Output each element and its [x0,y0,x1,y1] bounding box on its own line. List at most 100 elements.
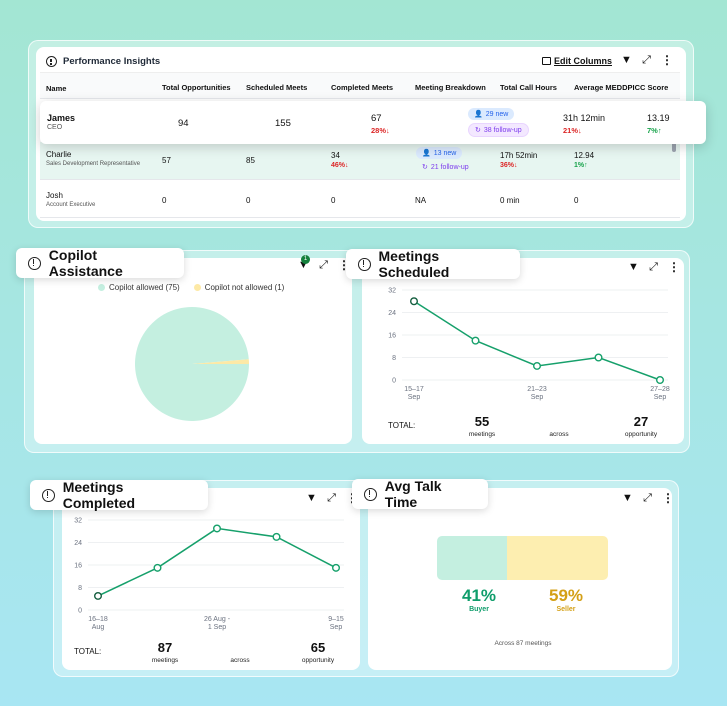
new-meetings-badge[interactable]: 👤 29 new [468,108,515,120]
x-tick-label: 21–23 [527,386,547,393]
y-tick-label: 24 [74,540,82,547]
row-completed: 34 [331,151,340,160]
col-meddpicc-score[interactable]: Average MEDDPICC Score [574,83,669,92]
data-point[interactable] [410,297,419,306]
filter-icon[interactable]: ▼ [621,54,632,66]
x-tick-label: 15–17 [404,386,424,393]
total-opportunities-value: 27 [633,414,649,429]
total-meetings-value: 55 [474,414,490,429]
followup-badge[interactable]: ↻ 38 follow-up [468,123,529,137]
data-point[interactable] [212,524,221,533]
y-tick-label: 32 [74,518,82,525]
row-score-delta: 7%↑ [647,126,662,135]
completed-card: 0 8 16 24 32 16–18 Aug 26 Aug -1 Sep 9–15 Sep TOT… [62,488,360,670]
col-name[interactable]: Name [46,84,67,93]
expand-icon[interactable]: ⤢ [319,259,328,271]
col-scheduled-meets[interactable]: Scheduled Meets [246,83,308,92]
more-options-icon[interactable]: ⋮ [668,260,680,274]
legend-label: Copilot not allowed (1) [204,283,285,292]
col-meeting-breakdown[interactable]: Meeting Breakdown [415,83,486,92]
filter-icon[interactable]: ▼ 1 [298,255,310,271]
expand-icon[interactable]: ⤢ [327,492,336,504]
table-row[interactable] [40,180,680,218]
table-row[interactable] [40,142,680,180]
more-options-icon[interactable]: ⋮ [662,491,674,505]
completed-toolbar: ▼ ⤢ ⋮ [306,492,358,504]
filter-count-badge: 1 [301,255,310,264]
x-tick-label: Sep [330,624,343,631]
total-opportunities-label: opportunity [624,431,658,438]
y-tick-label: 0 [78,608,82,615]
x-tick-label: Sep [654,394,667,401]
edit-columns-button[interactable]: Edit Columns [542,56,612,66]
copilot-toolbar: ▼ 1 ⤢ ⋮ [298,255,350,271]
row-role: Sales Development Representative [46,161,141,167]
completed-title-chip: Meetings Completed [30,479,208,511]
filter-icon[interactable]: ▼ [306,492,317,504]
col-total-call-hours[interactable]: Total Call Hours [500,83,557,92]
total-meetings-value: 87 [157,640,173,655]
row-name[interactable]: Charlie [46,150,72,159]
followup-label: 38 follow-up [483,126,522,134]
pie-slice[interactable] [192,359,249,364]
x-tick-label: 27–28 [650,386,670,393]
expand-icon[interactable]: ⤢ [649,261,658,273]
y-tick-label: 8 [78,585,82,592]
refresh-icon: ↻ [475,127,481,134]
total-meetings-label: meetings [151,657,179,664]
talk-card: 41% Buyer 59% Seller Across 87 meetings [368,488,672,670]
expand-icon[interactable]: ⤢ [643,492,652,504]
copilot-title-chip: Copilot Assistance [16,247,184,279]
buyer-percentage: 41% [461,586,497,605]
legend-item-allowed: Copilot allowed (75) [98,283,180,292]
expand-icon[interactable]: ⤢ [642,54,651,66]
info-icon [42,488,55,502]
data-point[interactable] [153,563,162,572]
data-point[interactable] [471,336,480,345]
table-columns-icon [542,56,551,65]
followup-badge[interactable]: ↻ 21 follow-up [416,161,475,173]
filter-icon[interactable]: ▼ [628,261,639,273]
y-tick-label: 16 [388,333,396,340]
total-label: TOTAL: [74,647,102,656]
row-breakdown: NA [415,196,427,205]
scrollbar-thumb[interactable] [672,142,676,152]
new-meetings-badge[interactable]: 👤 13 new [416,147,463,159]
across-label: across [549,431,569,438]
legend-swatch [98,284,105,291]
performance-header: Performance Insights [46,56,160,67]
total-opportunities-value: 65 [310,640,326,655]
row-name[interactable]: James [47,113,76,123]
table-row-highlighted[interactable]: James CEO 94 155 67 28%↓ 👤 29 new ↻ 38 fol… [40,101,706,144]
across-label: across [230,657,250,664]
followup-label: 21 follow-up [430,163,469,171]
filter-icon[interactable]: ▼ [622,492,633,504]
talk-title-chip: Avg Talk Time [352,478,488,510]
legend-label: Copilot allowed (75) [109,283,180,292]
table-header [40,72,680,99]
row-name[interactable]: Josh [46,191,63,200]
data-point[interactable] [656,375,665,384]
x-tick-label: Sep [531,394,544,401]
talk-toolbar: ▼ ⤢ ⋮ [622,491,674,505]
row-score: 0 [574,196,579,205]
row-completed: 67 [371,113,382,124]
data-point[interactable] [594,353,603,362]
pie-slice[interactable] [135,307,249,422]
row-call-hours: 0 min [500,196,520,205]
copilot-pie-chart [135,307,249,422]
buyer-segment [437,536,508,580]
col-completed-meets[interactable]: Completed Meets [331,83,394,92]
row-scheduled: 155 [275,118,291,129]
data-point[interactable] [272,532,281,541]
x-tick-label: 16–18 [88,616,108,623]
data-point[interactable] [332,563,341,572]
x-tick-label: Sep [408,394,421,401]
info-icon [46,56,57,67]
data-point[interactable] [532,361,541,370]
y-tick-label: 32 [388,288,396,295]
col-total-opportunities[interactable]: Total Opportunities [162,83,231,92]
info-icon [28,256,41,270]
data-point[interactable] [94,591,103,600]
more-options-icon[interactable]: ⋮ [661,53,673,67]
